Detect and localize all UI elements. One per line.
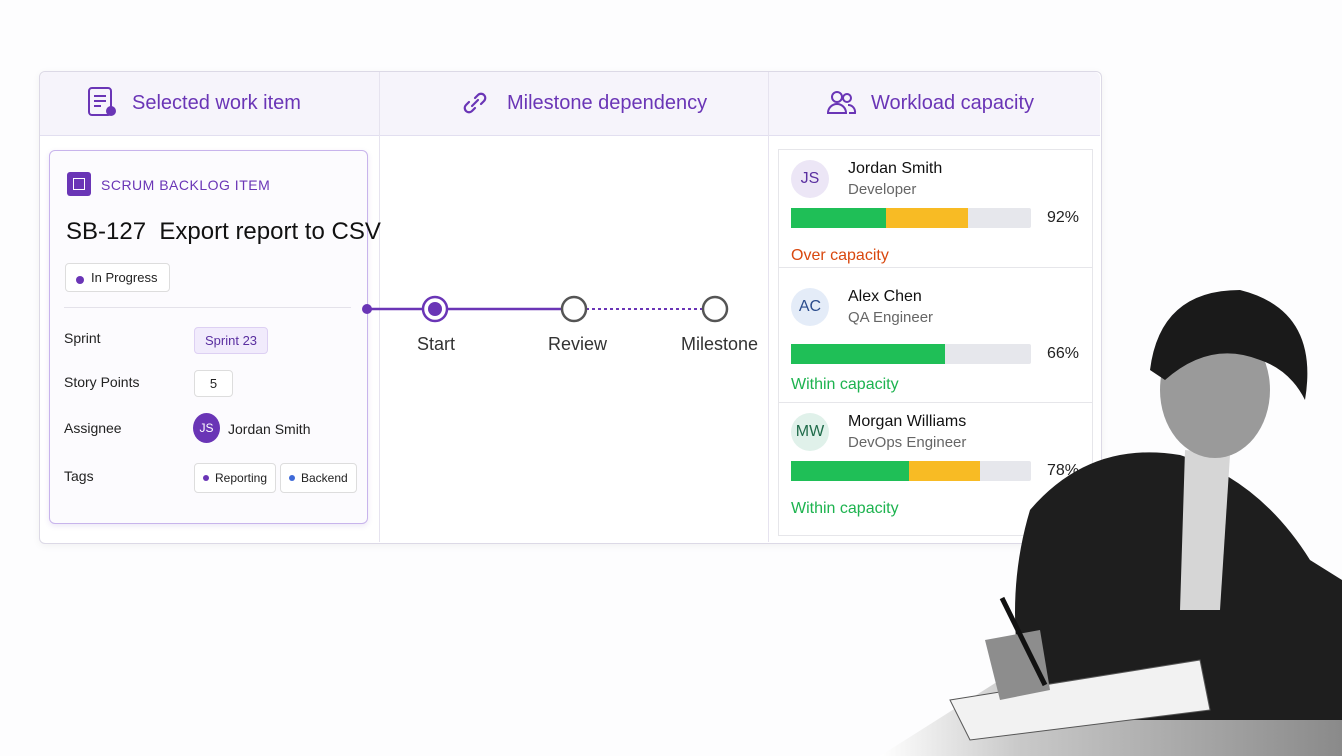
person-role: QA Engineer: [848, 309, 934, 326]
points-chip: 5: [194, 370, 233, 397]
separator: [64, 307, 351, 308]
header-row: [40, 72, 1100, 136]
field-label: Sprint: [64, 330, 101, 346]
milestone-label: Milestone: [681, 334, 759, 354]
capacity-status: Within capacity: [791, 376, 899, 393]
column-title: Milestone dependency: [507, 92, 708, 114]
work-item-card: [49, 150, 368, 524]
avatar: MW: [791, 413, 829, 451]
capacity-status: Within capacity: [791, 500, 899, 517]
capacity-track: [791, 461, 1031, 481]
capacity-bar: [791, 208, 886, 228]
assignee-name: Jordan Smith: [228, 421, 311, 437]
person-name: Jordan Smith: [848, 160, 943, 177]
tag: Reporting: [215, 471, 268, 485]
capacity-status: Over capacity: [791, 247, 889, 264]
column-title: Selected work item: [132, 92, 301, 114]
column-title: Workload capacity: [871, 92, 1035, 114]
capacity-track: [791, 344, 1031, 364]
capacity-percent: 66%: [1047, 345, 1080, 362]
timeline: [362, 295, 729, 323]
status-chip: In Progress: [65, 263, 171, 292]
item-title: SB-127 Export report to CSV: [66, 218, 381, 246]
capacity-bar: [909, 461, 980, 481]
field-label: Tags: [64, 468, 94, 484]
divider: [379, 72, 380, 542]
avatar: JS: [791, 160, 829, 198]
status: In Progress: [91, 270, 158, 285]
capacity-bar: [791, 461, 909, 481]
link-icon: [463, 92, 487, 114]
assignee-avatar: JS: [193, 413, 220, 443]
item-icon: [67, 172, 91, 196]
capacity-bar: [886, 208, 968, 228]
person-name: Morgan Williams: [848, 413, 967, 430]
users-icon: [826, 91, 857, 114]
person-name: Alex Chen: [848, 288, 922, 305]
capacity-track: [791, 208, 1031, 228]
item-id: SB-127: [66, 218, 147, 245]
tag: Backend: [301, 471, 348, 485]
person-role: DevOps Engineer: [848, 434, 967, 451]
checklist-icon: [88, 87, 116, 116]
capacity-percent: 92%: [1047, 209, 1080, 226]
capacity-bar: [791, 344, 945, 364]
field-label: Story Points: [64, 374, 140, 390]
field-label: Assignee: [64, 420, 122, 436]
tag-chip: Reporting: [194, 463, 277, 493]
milestone-label: Start: [417, 334, 456, 354]
person-role: Developer: [848, 181, 917, 198]
item-type: SCRUM BACKLOG ITEM: [101, 177, 271, 193]
tag-chip: Backend: [280, 463, 357, 493]
person-photo: [880, 290, 1342, 756]
milestone-label: Review: [548, 334, 608, 354]
item-name: Export report to CSV: [159, 218, 381, 245]
divider: [768, 72, 769, 542]
avatar: AC: [791, 288, 829, 326]
sprint-chip: Sprint 23: [194, 327, 269, 354]
